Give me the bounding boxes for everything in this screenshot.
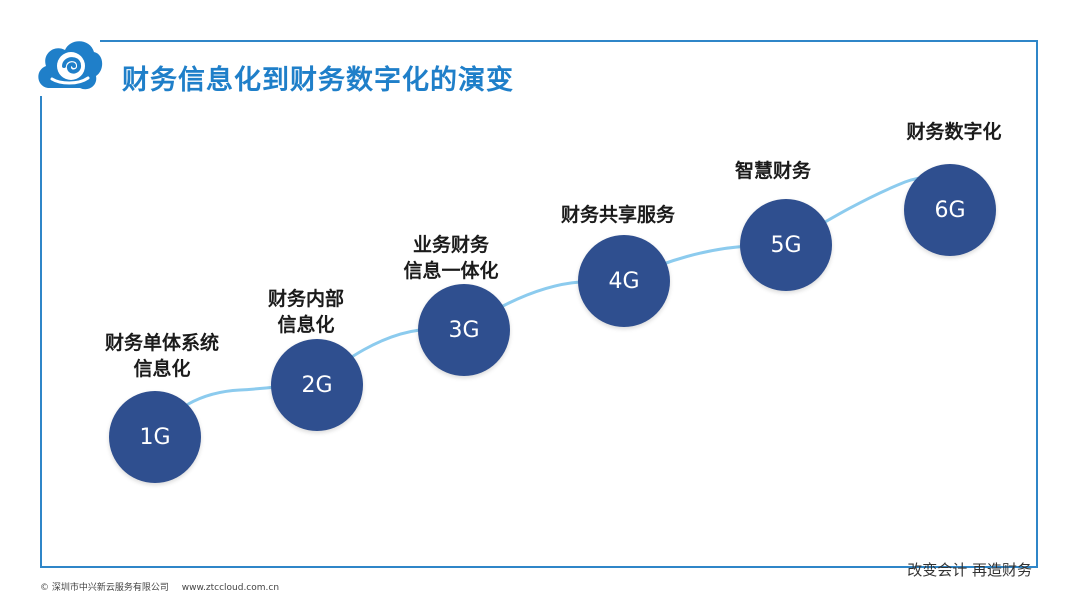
stage-label-line: 信息一体化 bbox=[403, 260, 499, 282]
stage-label-line: 财务共享服务 bbox=[560, 204, 676, 226]
page-title: 财务信息化到财务数字化的演变 bbox=[122, 65, 514, 96]
stage-label-3g: 业务财务 信息一体化 bbox=[403, 232, 498, 284]
stage-label-line: 财务数字化 bbox=[906, 121, 1002, 143]
stage-label-2g: 财务内部 信息化 bbox=[268, 286, 344, 338]
frame-bottom-line bbox=[40, 566, 1038, 568]
stage-id: 1G bbox=[139, 424, 171, 450]
stage-circle-6g: 6G bbox=[904, 164, 996, 256]
stage-circle-5g: 5G bbox=[740, 199, 832, 291]
stage-id: 4G bbox=[608, 268, 640, 294]
stage-label-4g: 财务共享服务 bbox=[561, 202, 675, 228]
stage-circle-4g: 4G bbox=[578, 235, 670, 327]
stage-circle-1g: 1G bbox=[109, 391, 201, 483]
copyright-text: © 深圳市中兴新云服务有限公司 bbox=[40, 583, 169, 593]
stage-id: 3G bbox=[448, 317, 480, 343]
stage-label-5g: 智慧财务 bbox=[735, 158, 811, 184]
cloud-swirl-logo-icon bbox=[38, 41, 103, 90]
stage-label-line: 财务内部 bbox=[267, 288, 345, 310]
stage-label-line: 智慧财务 bbox=[734, 160, 812, 182]
stage-label-line: 信息化 bbox=[277, 314, 335, 336]
stage-label-line: 财务单体系统 bbox=[104, 332, 220, 354]
stage-label-1g: 财务单体系统 信息化 bbox=[105, 330, 219, 382]
stage-circle-2g: 2G bbox=[271, 339, 363, 431]
stage-label-6g: 财务数字化 bbox=[906, 119, 1001, 145]
stage-id: 6G bbox=[934, 197, 966, 223]
frame-left-line bbox=[40, 96, 42, 568]
frame-right-line bbox=[1036, 40, 1038, 568]
frame-top-line bbox=[100, 40, 1038, 42]
footer-copyright: © 深圳市中兴新云服务有限公司 www.ztccloud.com.cn bbox=[40, 580, 289, 593]
website-link: www.ztccloud.com.cn bbox=[181, 583, 280, 593]
slogan: 改变会计 再造财务 bbox=[907, 561, 1032, 579]
stage-label-line: 信息化 bbox=[133, 358, 191, 380]
stage-id: 5G bbox=[770, 232, 802, 258]
stage-id: 2G bbox=[301, 372, 333, 398]
stage-label-line: 业务财务 bbox=[412, 234, 490, 256]
stage-circle-3g: 3G bbox=[418, 284, 510, 376]
